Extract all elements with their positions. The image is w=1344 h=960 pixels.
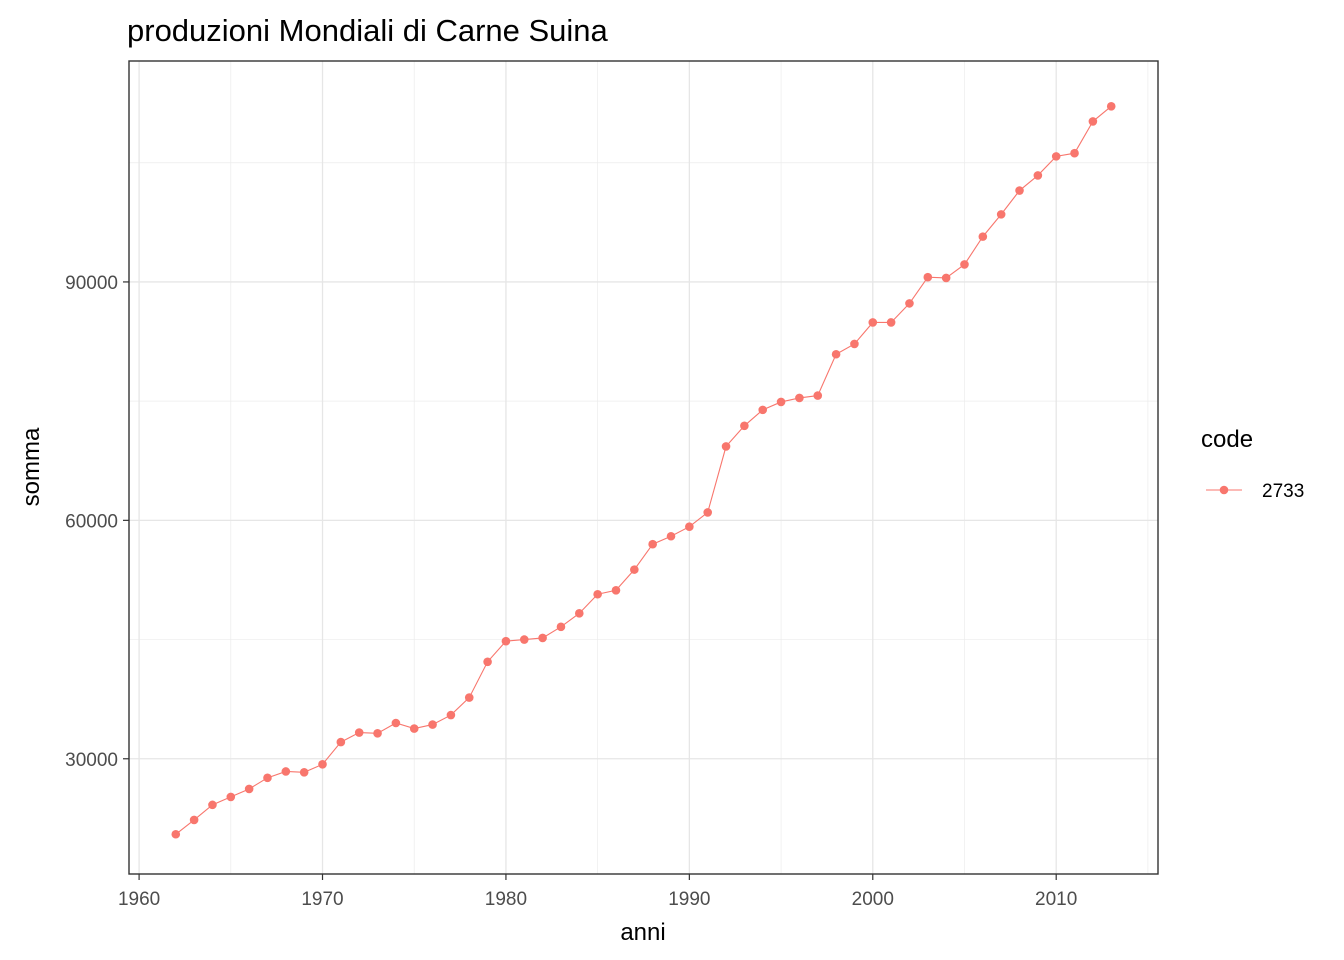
- data-point: [428, 720, 437, 729]
- data-point: [850, 339, 859, 349]
- data-point: [318, 760, 327, 769]
- data-point: [648, 539, 657, 549]
- data-point: [740, 421, 749, 431]
- data-point: [189, 815, 199, 825]
- data-point: [666, 531, 676, 541]
- data-point: [721, 442, 731, 451]
- data-point: [1070, 148, 1079, 158]
- y-tick-label: 30000: [65, 750, 118, 771]
- data-point: [281, 767, 291, 776]
- data-point: [868, 318, 878, 327]
- plot-panel: [129, 61, 1158, 874]
- data-point: [1051, 152, 1061, 161]
- series-line: [175, 105, 1112, 835]
- data-point: [464, 693, 474, 702]
- data-point: [446, 710, 456, 720]
- data-point: [1033, 171, 1043, 180]
- data-point: [336, 737, 346, 747]
- y-axis-title: somma: [18, 427, 45, 506]
- data-point: [409, 724, 419, 733]
- data-point: [519, 635, 529, 644]
- data-point: [813, 391, 823, 400]
- data-point: [593, 589, 602, 599]
- data-point: [299, 767, 309, 777]
- data-point: [575, 609, 584, 618]
- x-tick-label: 1970: [301, 889, 343, 910]
- data-point: [538, 633, 547, 643]
- x-tick-label: 1980: [485, 889, 527, 910]
- data-point: [905, 299, 914, 308]
- data-point: [776, 397, 786, 407]
- data-point: [831, 349, 841, 359]
- data-point: [960, 260, 969, 269]
- x-axis-title: anni: [620, 919, 665, 946]
- data-point: [1088, 117, 1098, 126]
- y-tick-label: 90000: [65, 273, 118, 294]
- legend: code 2733: [1201, 426, 1304, 502]
- data-point: [171, 829, 181, 839]
- data-point: [501, 636, 511, 646]
- data-point: [795, 393, 804, 403]
- data-point: [886, 318, 896, 327]
- series-layer: [171, 102, 1116, 839]
- data-point: [354, 728, 364, 737]
- data-point: [263, 773, 272, 783]
- data-point: [244, 784, 254, 794]
- plot-border: [128, 60, 1159, 875]
- data-point: [226, 792, 236, 802]
- data-point: [996, 210, 1006, 219]
- chart-title: produzioni Mondiali di Carne Suina: [127, 13, 609, 48]
- y-axis: 30000 60000 90000: [65, 273, 129, 771]
- x-axis: 1960 1970 1980 1990 2000 2010: [118, 874, 1077, 910]
- x-tick-label: 1990: [668, 889, 710, 910]
- data-point: [373, 729, 382, 738]
- data-point: [758, 405, 768, 415]
- legend-title: code: [1201, 426, 1253, 453]
- data-point: [1015, 186, 1024, 195]
- data-point: [630, 565, 639, 574]
- grid-minor: [129, 61, 1158, 874]
- legend-label: 2733: [1262, 481, 1304, 502]
- data-point: [923, 272, 933, 282]
- data-point: [1106, 102, 1116, 111]
- x-tick-label: 2010: [1035, 889, 1077, 910]
- grid-major: [129, 61, 1158, 874]
- x-tick-label: 2000: [852, 889, 894, 910]
- data-point: [483, 657, 492, 667]
- data-point: [611, 585, 621, 595]
- data-point: [208, 800, 217, 810]
- data-point: [685, 522, 694, 532]
- data-point: [941, 273, 951, 283]
- legend-key-point: [1219, 485, 1229, 495]
- data-point: [556, 622, 566, 632]
- y-tick-label: 60000: [65, 511, 118, 532]
- data-point: [978, 232, 988, 241]
- data-point: [703, 508, 712, 517]
- legend-key: [1206, 485, 1242, 495]
- x-tick-label: 1960: [118, 889, 160, 910]
- data-point: [391, 718, 401, 728]
